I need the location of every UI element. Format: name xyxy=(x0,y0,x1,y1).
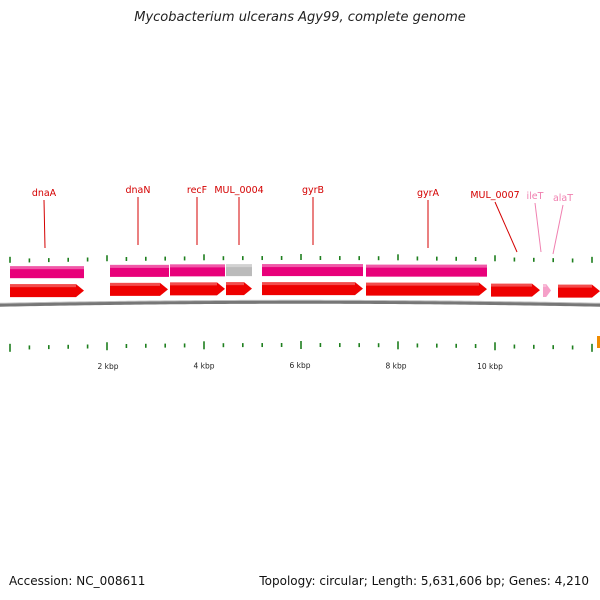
cds-arrow-track xyxy=(10,282,600,298)
gene-bar xyxy=(110,264,169,277)
genome-summary-text: Topology: circular; Length: 5,631,606 bp… xyxy=(259,574,589,588)
scale-label: 8 kbp xyxy=(385,361,406,370)
gene-label: MUL_0004 xyxy=(214,185,263,196)
gene-bar xyxy=(262,264,363,277)
scale-label: 10 kbp xyxy=(477,362,503,371)
cds-arrow xyxy=(10,284,84,298)
genome-backbone xyxy=(0,299,600,307)
cds-arrow-shine xyxy=(226,282,244,286)
gene-leader-line xyxy=(43,199,46,249)
gene-bar xyxy=(10,266,84,279)
gene-leader-line xyxy=(494,201,518,253)
top-tick-track xyxy=(9,254,593,263)
accession-text: Accession: NC_008611 xyxy=(9,574,146,588)
cds-arrow-shine xyxy=(366,282,479,286)
cds-arrow xyxy=(170,282,225,296)
gene-label: dnaN xyxy=(126,185,151,196)
cds-arrow-shine xyxy=(543,284,547,288)
gene-labels: dnaA dnaN recF MUL_0004 gyrB gyrA MUL_0007 ileT… xyxy=(32,185,573,255)
origin-marker xyxy=(597,336,600,348)
cds-arrow xyxy=(110,282,168,296)
cds-arrow-shine xyxy=(110,282,160,286)
gene-bar xyxy=(170,264,225,277)
gene-label: gyrA xyxy=(417,188,440,199)
cds-arrow xyxy=(262,282,363,296)
map-title: Mycobacterium ulcerans Agy99, complete g… xyxy=(134,10,466,25)
gene-label: MUL_0007 xyxy=(470,190,519,201)
cds-arrow xyxy=(558,284,600,298)
gene-bar-shine xyxy=(262,264,363,268)
gene-leader-line xyxy=(552,204,564,255)
scale-label: 6 kbp xyxy=(289,361,310,370)
gene-leader-line xyxy=(534,202,542,253)
gene-bar-shine xyxy=(170,264,225,268)
gene-bar-shine xyxy=(110,264,169,268)
gene-label: dnaA xyxy=(32,188,57,199)
scale-label: 2 kbp xyxy=(97,362,118,371)
gene-bar-shine xyxy=(366,264,487,268)
backbone-line xyxy=(0,300,600,307)
gene-bar xyxy=(226,264,252,277)
backbone-highlight xyxy=(0,299,600,304)
scale-label: 4 kbp xyxy=(193,361,214,370)
cds-arrow-shine xyxy=(10,284,76,288)
cds-arrow xyxy=(366,282,487,296)
gene-bar xyxy=(366,264,487,277)
scale-labels: 2 kbp 4 kbp 6 kbp 8 kbp 10 kbp xyxy=(97,361,503,371)
gene-label: recF xyxy=(187,185,207,196)
gene-bar-shine xyxy=(10,266,84,270)
cds-arrow-shine xyxy=(170,282,217,286)
cds-arrow-shine xyxy=(558,284,592,288)
cds-arrow xyxy=(543,284,551,298)
gene-label: alaT xyxy=(553,193,573,204)
cds-arrow xyxy=(226,282,252,296)
cds-arrow-shine xyxy=(262,282,355,286)
gene-bar-shine xyxy=(226,264,252,268)
cds-arrow xyxy=(491,283,540,297)
gene-label: gyrB xyxy=(302,185,324,196)
cds-arrow-shine xyxy=(491,283,532,287)
bottom-tick-track xyxy=(9,341,593,352)
gene-bar-track xyxy=(10,264,487,279)
gene-label: ileT xyxy=(527,191,544,202)
